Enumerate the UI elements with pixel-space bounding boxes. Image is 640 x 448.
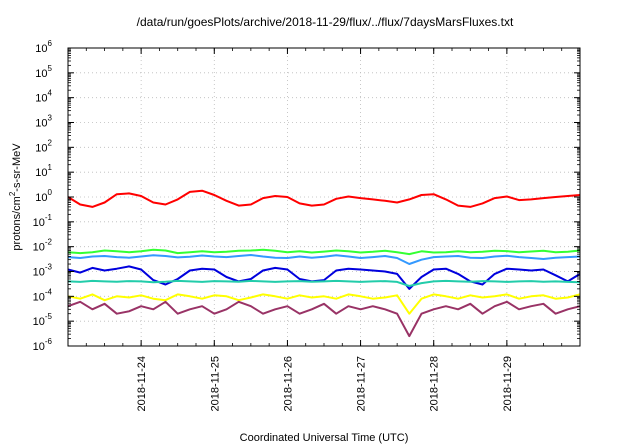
- x-axis-ticks: 2018-11-24 2018-11-25 2018-11-26 2018-11-27…: [67, 48, 581, 411]
- series-line-3: [67, 265, 581, 290]
- y-tick-label: 10-4: [33, 287, 53, 303]
- x-axis-label: Coordinated Universal Time (UTC): [240, 432, 409, 444]
- x-tick-label: 2018-11-29: [502, 356, 514, 411]
- y-tick-label: 10-3: [33, 263, 53, 279]
- series-line-4: [67, 279, 581, 287]
- y-tick-label: 10-1: [33, 213, 53, 229]
- y-tick-label: 102: [35, 138, 52, 154]
- y-tick-label: 100: [35, 188, 52, 204]
- y-tick-label: 103: [35, 114, 52, 130]
- chart-title: /data/run/goesPlots/archive/2018-11-29/f…: [137, 15, 514, 29]
- series-line-6: [67, 300, 581, 338]
- x-tick-label: 2018-11-26: [282, 356, 294, 411]
- x-tick-label: 2018-11-28: [429, 356, 441, 411]
- x-tick-label: 2018-11-24: [136, 356, 148, 411]
- y-axis-label-tail: -s-sr-MeV: [11, 143, 23, 192]
- series-line-0: [67, 189, 581, 208]
- y-axis-label-base: protons/cm: [11, 196, 23, 250]
- y-tick-label: 101: [35, 163, 52, 179]
- y-axis-label-sup: 2: [8, 191, 17, 196]
- y-axis-label: protons/cm2-s-sr-MeV: [8, 143, 23, 251]
- series-line-5: [67, 293, 581, 315]
- y-tick-label: 10-6: [33, 337, 53, 353]
- series-line-1: [67, 248, 581, 256]
- y-tick-label: 106: [35, 39, 52, 55]
- series-layer: [67, 189, 581, 338]
- y-tick-label: 10-2: [33, 238, 53, 254]
- series-line-2: [67, 254, 581, 265]
- y-tick-label: 10-5: [33, 312, 53, 328]
- y-tick-label: 104: [35, 89, 52, 105]
- x-tick-label: 2018-11-27: [356, 356, 368, 411]
- x-tick-label: 2018-11-25: [209, 356, 221, 411]
- y-tick-label: 105: [35, 64, 52, 80]
- y-axis-ticks: 10-6 10-5 10-4 10-3 10-2 10-1 100 101 102 103 104 1…: [33, 39, 580, 353]
